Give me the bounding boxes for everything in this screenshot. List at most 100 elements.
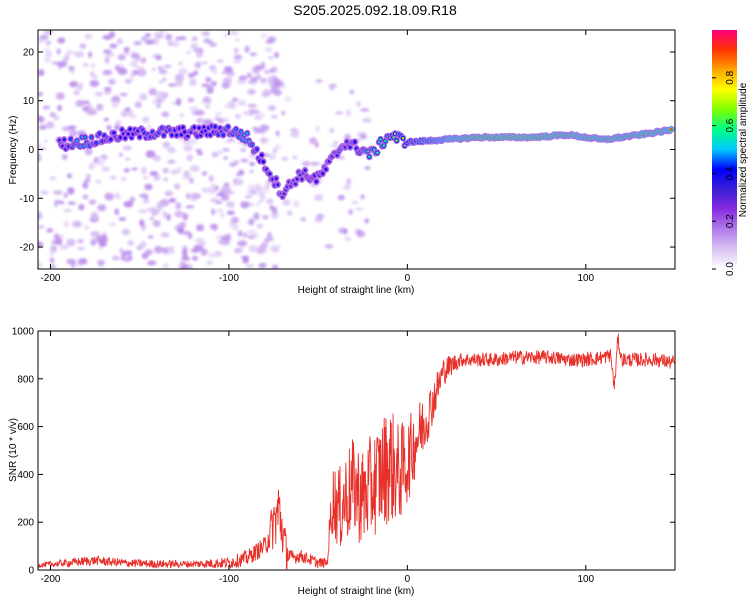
spectrogram-noise-blob <box>244 45 250 53</box>
spectrogram-noise-blob <box>163 177 169 182</box>
spectrogram-ridge-core <box>669 128 673 131</box>
spectrogram-noise-blob <box>237 101 247 107</box>
spectrogram-noise-blob <box>153 174 161 181</box>
spectrogram-noise-blob <box>228 30 239 36</box>
spectrogram-noise-blob <box>159 200 166 204</box>
spectrogram-ridge-core <box>103 134 106 137</box>
spectrogram-noise-blob <box>195 148 203 153</box>
spectrogram-noise-blob <box>356 100 361 108</box>
colorbar-tick-label: 0.4 <box>725 166 736 180</box>
spectrogram-ridge-core <box>58 138 61 142</box>
spectrogram-noise-blob <box>290 128 299 132</box>
spectrogram-noise-blob <box>135 66 145 71</box>
spectrogram-ridge-core <box>90 135 93 139</box>
spectrogram-noise-blob <box>235 37 240 43</box>
spectrogram-ridge-core <box>379 137 382 141</box>
spectrogram-noise-blob <box>49 257 55 264</box>
spectrogram-noise-blob <box>269 204 274 210</box>
spectrogram-noise-blob <box>122 145 132 151</box>
spectrogram-noise-blob <box>162 167 169 174</box>
spectrogram-noise-blob <box>165 33 173 41</box>
y-tick-label: 10 <box>23 96 35 107</box>
spectrogram-noise-blob <box>265 185 271 192</box>
spectrogram-noise-blob <box>271 66 278 73</box>
spectrogram-noise-blob <box>346 178 352 186</box>
spectrogram-noise-blob <box>245 264 254 268</box>
spectrogram-noise-blob <box>52 189 63 196</box>
spectrogram-noise-blob <box>139 240 147 249</box>
spectrogram-noise-blob <box>53 116 60 121</box>
spectrogram-noise-blob <box>272 264 279 269</box>
spectrogram-noise-blob <box>109 43 118 49</box>
spectrogram-noise-blob <box>111 255 120 261</box>
spectrogram-noise-blob <box>45 50 53 58</box>
spectrogram-noise-blob <box>66 258 76 265</box>
y-tick-label: 800 <box>17 374 34 385</box>
spectrogram-noise-blob <box>236 79 247 85</box>
spectrogram-noise-blob <box>191 36 198 42</box>
spectrogram-noise-blob <box>90 231 100 239</box>
spectrogram-noise-blob <box>56 48 61 55</box>
spectrogram-noise-blob <box>266 198 274 204</box>
spectrogram-noise-blob <box>190 43 199 50</box>
spectrogram-noise-blob <box>183 144 193 152</box>
spectrogram-noise-blob <box>348 208 353 215</box>
spectrogram-noise-blob <box>103 49 112 54</box>
spectrogram-noise-blob <box>167 159 176 164</box>
spectrogram-ridge-core <box>181 126 185 129</box>
spectrogram-noise-blob <box>196 151 204 156</box>
spectrogram-noise-blob <box>177 81 184 86</box>
spectrogram-noise-blob <box>185 192 191 200</box>
spectrogram-noise-blob <box>88 199 97 205</box>
spectrogram-noise-blob <box>104 192 114 201</box>
spectrogram-noise-blob <box>106 124 112 131</box>
snr-plot-area <box>38 331 675 570</box>
spectrogram-ridge-core <box>123 136 127 140</box>
spectrogram-noise-blob <box>157 66 163 70</box>
spectrogram-noise-blob <box>118 152 124 158</box>
spectrogram-ridge-core <box>382 144 386 148</box>
spectrogram-noise-blob <box>275 130 280 137</box>
spectrogram-noise-blob <box>104 56 110 65</box>
spectrogram-noise-blob <box>173 183 181 190</box>
spectrogram-noise-blob <box>231 216 239 224</box>
spectrogram-noise-blob <box>147 235 154 239</box>
spectrogram-noise-blob <box>343 228 348 235</box>
spectrogram-noise-blob <box>66 173 73 179</box>
spectrogram-noise-blob <box>263 237 269 244</box>
spectrogram-noise-blob <box>355 207 364 211</box>
spectrogram-noise-blob <box>127 239 135 246</box>
spectrogram-noise-blob <box>187 72 195 79</box>
spectrogram-noise-blob <box>116 38 123 45</box>
spectrogram-noise-blob <box>82 106 89 112</box>
spectrogram-noise-blob <box>356 230 366 238</box>
spectrogram-noise-blob <box>85 174 91 180</box>
spectrogram-noise-blob <box>290 130 300 138</box>
spectrogram-noise-blob <box>360 194 365 200</box>
spectrogram-noise-blob <box>234 113 242 119</box>
spectrogram-noise-blob <box>55 238 63 246</box>
spectrogram-noise-blob <box>337 194 345 201</box>
spectrogram-noise-blob <box>54 200 64 204</box>
spectrogram-noise-blob <box>148 88 157 96</box>
spectrogram-noise-blob <box>237 230 243 237</box>
x-tick-label: -100 <box>219 574 239 585</box>
spectrogram-noise-blob <box>100 154 108 160</box>
spectrogram-noise-blob <box>271 211 279 220</box>
spectrogram-ridge-core <box>109 138 113 141</box>
spectrogram-noise-blob <box>240 201 250 209</box>
spectrogram-ridge-core <box>324 168 328 171</box>
spectrogram-noise-blob <box>316 213 325 219</box>
spectrogram-noise-blob <box>222 148 230 152</box>
spectrogram-noise-blob <box>201 83 211 88</box>
spectrogram-noise-blob <box>181 249 188 257</box>
spectrogram-ridge-core <box>120 128 124 131</box>
spectrogram-noise-blob <box>178 68 188 75</box>
spectrogram-noise-blob <box>151 67 157 72</box>
spectrogram-noise-blob <box>166 248 176 255</box>
spectrogram-noise-blob <box>233 160 239 165</box>
spectrogram-ridge-core <box>300 177 304 181</box>
spectrogram-noise-blob <box>267 105 277 111</box>
spectrogram-noise-blob <box>38 124 47 130</box>
